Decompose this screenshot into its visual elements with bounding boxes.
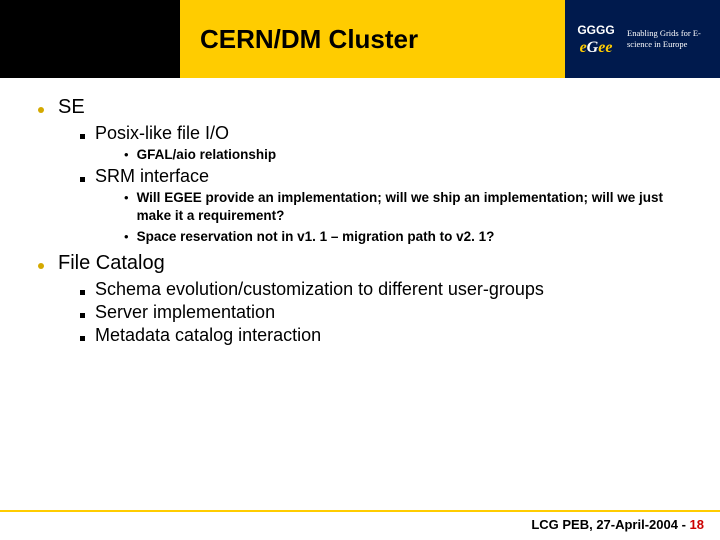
egee-logo-tagline: Enabling Grids for E-science in Europe (627, 28, 714, 49)
bullet-text: Server implementation (95, 302, 275, 323)
svg-text:eGee: eGee (580, 39, 613, 56)
bullet-dot-icon: • (124, 189, 129, 207)
bullet-text: GFAL/aio relationship (137, 146, 277, 164)
bullet-text: Space reservation not in v1. 1 – migrati… (137, 228, 495, 246)
bullet-text: Metadata catalog interaction (95, 325, 321, 346)
bullet-square-icon (80, 134, 85, 139)
bullet-level-2: SRM interface (80, 166, 692, 187)
footer-text: LCG PEB, 27-April-2004 - 18 (531, 517, 704, 532)
footer-prefix: LCG PEB, 27-April-2004 - (531, 517, 689, 532)
bullet-dot-icon (38, 263, 44, 269)
bullet-level-2: Posix-like file I/O (80, 123, 692, 144)
bullet-square-icon (80, 313, 85, 318)
bullet-level-2: Metadata catalog interaction (80, 325, 692, 346)
bullet-level-1: File Catalog Schema evolution/customizati… (38, 252, 692, 346)
page-number: 18 (690, 517, 704, 532)
bullet-text: SRM interface (95, 166, 209, 187)
header-black-block (0, 0, 180, 78)
bullet-text: Will EGEE provide an implementation; wil… (137, 189, 692, 225)
egee-logo: GGGG eGee Enabling Grids for E-science i… (565, 0, 720, 78)
egee-logo-mark: GGGG eGee (571, 14, 621, 64)
bullet-level-1: SE Posix-like file I/O • GFAL/aio relations… (38, 96, 692, 246)
bullet-level-3: • GFAL/aio relationship (124, 146, 692, 164)
bullet-level-2: Server implementation (80, 302, 692, 323)
bullet-dot-icon (38, 107, 44, 113)
bullet-square-icon (80, 290, 85, 295)
bullet-text: Posix-like file I/O (95, 123, 229, 144)
footer-divider (0, 510, 720, 512)
bullet-level-3: • Will EGEE provide an implementation; wi… (124, 189, 692, 225)
bullet-text: SE (58, 96, 85, 119)
bullet-level-3: • Space reservation not in v1. 1 – migrat… (124, 228, 692, 246)
title-wrap: CERN/DM Cluster (180, 0, 565, 78)
bullet-square-icon (80, 336, 85, 341)
bullet-dot-icon: • (124, 146, 129, 164)
bullet-text: File Catalog (58, 252, 165, 275)
bullet-dot-icon: • (124, 228, 129, 246)
bullet-text: Schema evolution/customization to differ… (95, 279, 544, 300)
slide-title: CERN/DM Cluster (200, 24, 418, 55)
svg-text:GGGG: GGGG (577, 23, 614, 37)
slide-body: SE Posix-like file I/O • GFAL/aio relations… (0, 78, 720, 346)
bullet-square-icon (80, 177, 85, 182)
header-bar: CERN/DM Cluster GGGG eGee Enabling Grids… (0, 0, 720, 78)
bullet-level-2: Schema evolution/customization to differ… (80, 279, 692, 300)
